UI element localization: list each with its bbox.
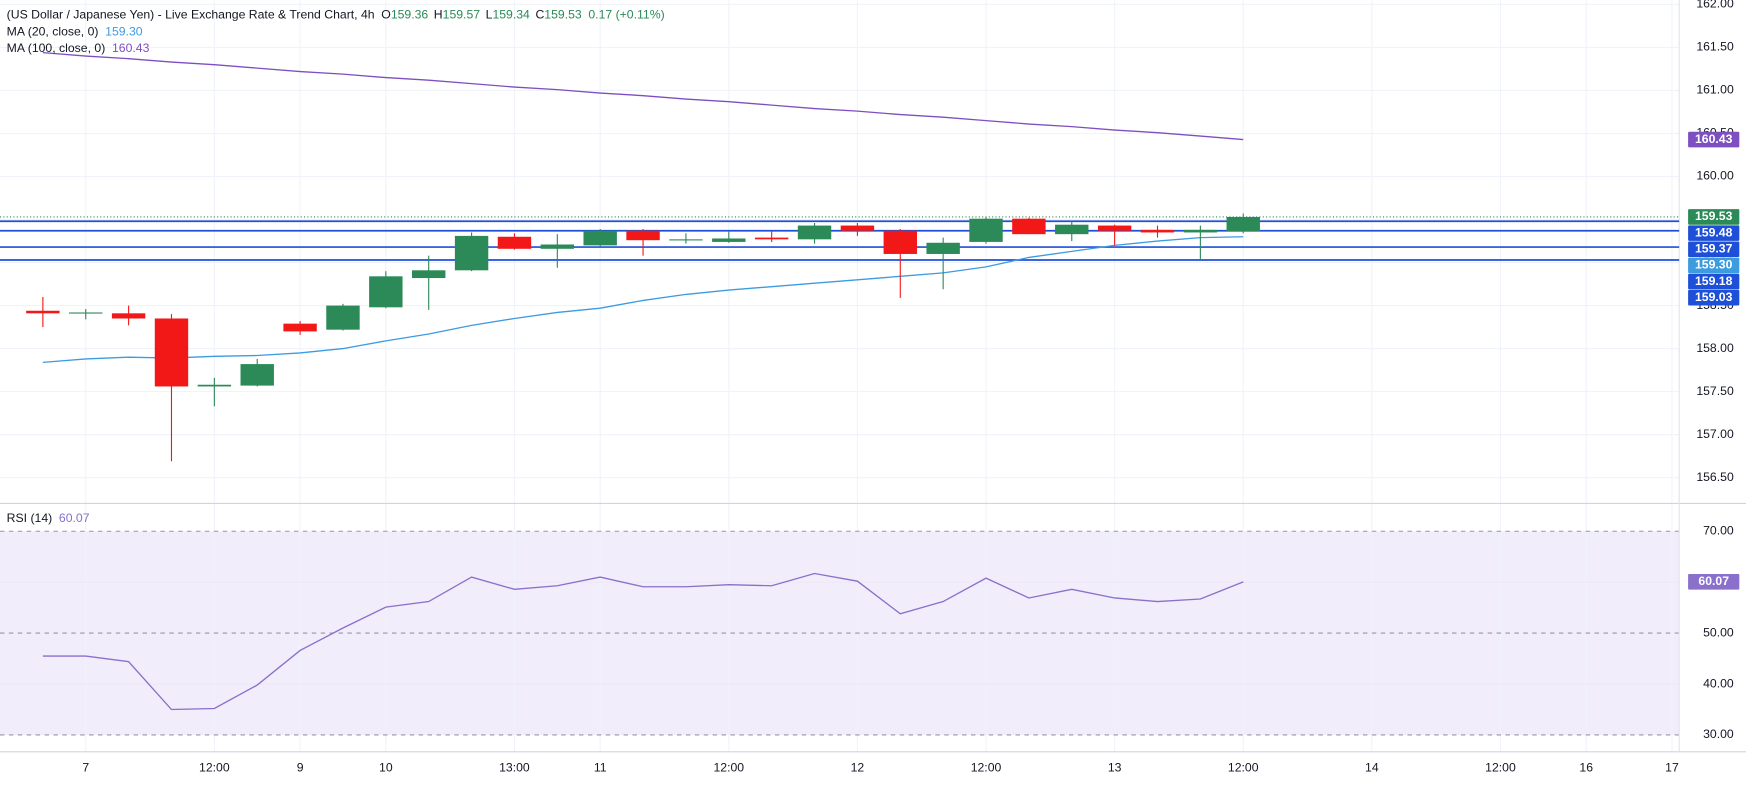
header: (US Dollar / Japanese Yen) - Live Exchan… [7,8,665,22]
candle-body [540,244,575,249]
indicator-name: MA (100, close, 0) [7,41,106,55]
candle-body [154,318,189,387]
x-tick-label: 10 [379,761,393,775]
candle-body [283,323,317,332]
candle-body [754,237,789,240]
moving-average-line [42,51,1244,141]
x-tick-label: 12:00 [971,761,1002,775]
candle-body [926,242,960,254]
y-tick-label: 157.00 [1696,427,1734,441]
indicator-value: 159.30 [105,25,143,39]
y-tick-label: 156.50 [1696,470,1734,484]
candle-body [497,236,532,249]
ohlc-key: C [535,8,544,22]
candle-body [840,225,875,231]
candle-body [454,235,489,271]
candle-body [797,225,832,240]
change: 0.17 (+0.11%) [588,8,664,22]
y-tick-label: 157.50 [1696,384,1734,398]
x-tick-label: 14 [1365,761,1379,775]
indicator-value: 160.43 [112,41,150,55]
candle-body [1183,229,1218,233]
axis-tag [1688,241,1740,258]
candle-body [883,230,917,254]
x-tick-label: 12:00 [1228,761,1259,775]
y-tick-label: 161.00 [1696,83,1734,97]
axis-tag-label: 159.03 [1695,290,1733,304]
candle-body [111,313,146,319]
ohlc-key: L [486,8,493,22]
y-tick-label: 40.00 [1703,676,1734,690]
indicator-name: MA (20, close, 0) [7,25,99,39]
candle-body [26,310,60,314]
axis-tag [1688,574,1740,590]
ohlc-value: 159.53 [544,8,582,22]
x-tick-label: 7 [82,761,89,775]
candle-body [1226,216,1260,232]
x-tick-label: 12:00 [1485,761,1516,775]
rsi-legend: RSI (14) 60.07 [7,511,90,525]
candle-body [1012,218,1046,235]
axis-tag-label: 159.48 [1695,225,1733,239]
y-tick-label: 161.50 [1696,40,1734,54]
rsi-name: RSI (14) [7,511,53,525]
candle-body [412,270,446,279]
candle-body [240,364,274,386]
title: (US Dollar / Japanese Yen) - Live Exchan… [7,8,375,22]
axis-tag [1688,257,1740,274]
ohlc-value: 159.34 [492,8,530,22]
axis-tag [1688,209,1740,225]
x-tick-label: 16 [1579,761,1593,775]
axis-tag [1688,131,1740,148]
axis-tag-label: 60.07 [1698,574,1729,588]
candle-body [326,305,360,330]
indicator-legend: MA (20, close, 0) 159.30 [7,25,143,39]
y-tick-label: 158.00 [1696,341,1734,355]
candle-body [1055,224,1089,235]
rsi-value: 60.07 [59,511,90,525]
x-tick-label: 17 [1665,761,1679,775]
x-tick-label: 9 [297,761,304,775]
ohlc-value: 159.36 [391,8,429,22]
axis-tag-label: 159.18 [1695,274,1733,288]
x-tick-label: 12:00 [199,761,230,775]
candle-body [369,276,403,308]
axis-tag [1688,273,1740,290]
moving-average-line [42,236,1244,364]
axis-tag-label: 160.43 [1695,132,1733,146]
axis-tag-label: 159.53 [1695,209,1733,223]
candle-body [583,230,617,246]
axis-tag-label: 159.30 [1695,258,1733,272]
candle-body [69,312,103,314]
ohlc-key: H [434,8,443,22]
candle-body [626,230,660,241]
ohlc-key: O [381,8,391,22]
candle-body [1097,225,1132,231]
x-tick-label: 12:00 [713,761,744,775]
y-tick-label: 162.00 [1696,0,1734,11]
y-tick-label: 160.00 [1696,169,1734,183]
x-tick-label: 13:00 [499,761,530,775]
ohlc-value: 159.57 [443,8,481,22]
y-tick-label: 30.00 [1703,727,1734,741]
candle-body [712,238,746,242]
rsi-line [42,572,1244,711]
axis-tag [1688,225,1740,241]
x-tick-label: 13 [1108,761,1122,775]
x-tick-label: 12 [851,761,865,775]
candle-body [669,239,703,241]
indicator-legend: MA (100, close, 0) 160.43 [7,41,150,55]
axis-tag-label: 159.37 [1695,241,1733,255]
candle-body [1140,229,1175,233]
y-tick-label: 70.00 [1703,523,1734,537]
candle-body [197,384,232,387]
candle-body [969,218,1003,242]
y-tick-label: 50.00 [1703,625,1734,639]
axis-tag [1688,289,1740,306]
x-tick-label: 11 [594,761,607,775]
